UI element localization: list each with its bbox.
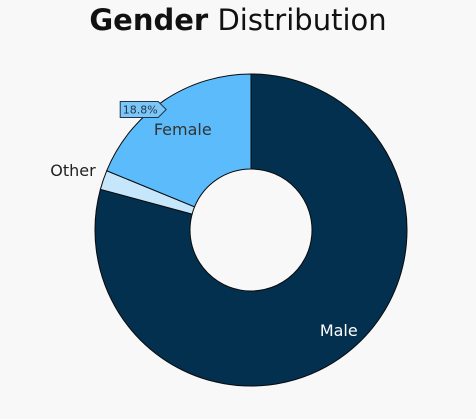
percent-tag-text: 18.8% (123, 103, 158, 116)
tooltip-layer: 18.8% (119, 100, 167, 118)
chart-title-regular: Distribution (217, 3, 387, 37)
percent-tag-box (119, 100, 167, 118)
slices-layer (94, 73, 408, 387)
slice-label-female: Female (154, 120, 212, 139)
percent-tag: 18.8% (119, 100, 167, 118)
slice-male[interactable] (94, 73, 408, 387)
labels-layer: Male Other Female (50, 120, 357, 340)
chart-title: Gender Distribution (0, 0, 476, 40)
slice-label-other: Other (50, 161, 96, 180)
slice-female[interactable] (106, 73, 252, 208)
slice-label-male: Male (320, 321, 358, 340)
chart-title-bold: Gender (89, 3, 209, 37)
